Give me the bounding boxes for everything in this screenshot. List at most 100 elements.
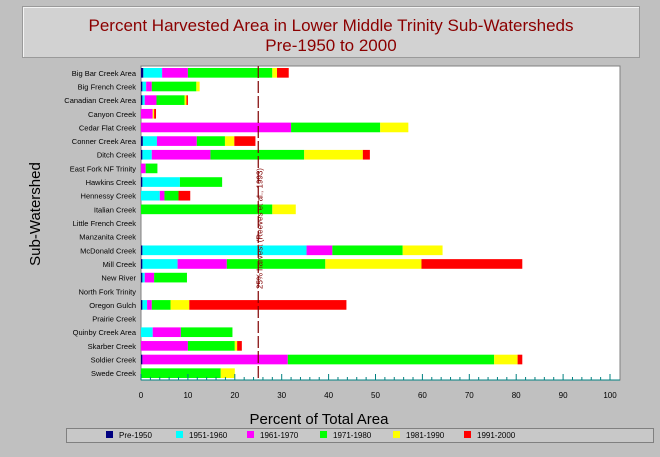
legend-swatch-2 [247, 431, 254, 438]
bar-2-3 [156, 95, 185, 105]
x-tick-label-0: 0 [139, 391, 144, 400]
category-label-11: Little French Creek [73, 219, 137, 228]
bar-21-2 [142, 354, 288, 365]
bar-4-2 [141, 122, 292, 133]
legend-label-3: 1971-1980 [333, 431, 372, 440]
category-label-15: New River [101, 274, 136, 283]
category-label-22: Swede Creek [91, 369, 136, 378]
chart-title: Percent Harvested Area in Lower Middle T… [88, 16, 574, 35]
bar-5-5 [234, 136, 256, 146]
category-label-9: Hennessy Creek [81, 192, 137, 201]
bar-3-4 [152, 108, 155, 119]
bar-7-3 [145, 163, 158, 174]
category-label-17: Oregon Gulch [89, 301, 136, 310]
bar-22-4 [220, 368, 235, 378]
x-tick-label-8: 80 [512, 391, 521, 400]
legend-label-1: 1951-1960 [189, 431, 228, 440]
bar-5-0 [141, 136, 143, 146]
chart-subtitle: Pre-1950 to 2000 [265, 36, 397, 55]
x-axis-title: Percent of Total Area [250, 411, 390, 428]
bar-14-3 [226, 259, 326, 269]
bar-21-4 [494, 354, 518, 365]
bar-8-1 [142, 177, 180, 187]
bar-21-5 [517, 354, 523, 365]
x-tick-label-2: 20 [230, 391, 239, 400]
bar-15-1 [142, 272, 145, 283]
bar-1-4 [196, 81, 200, 92]
bar-19-3 [180, 327, 233, 338]
bar-4-3 [291, 122, 381, 133]
bar-0-0 [141, 68, 144, 78]
category-label-13: McDonald Creek [80, 246, 136, 255]
category-label-19: Quinby Creek Area [73, 328, 137, 337]
bar-1-3 [151, 81, 197, 92]
category-label-1: Big French Creek [78, 82, 137, 91]
legend-swatch-4 [393, 431, 400, 438]
category-label-10: Italian Creek [94, 205, 136, 214]
bar-8-0 [141, 177, 143, 187]
x-tick-label-4: 40 [324, 391, 333, 400]
bar-6-1 [142, 149, 152, 160]
category-label-14: Mill Creek [103, 260, 137, 269]
x-tick-label-6: 60 [418, 391, 427, 400]
bar-13-3 [332, 245, 403, 256]
bar-5-1 [142, 136, 157, 146]
legend-label-4: 1981-1990 [406, 431, 445, 440]
x-tick-label-10: 100 [603, 391, 617, 400]
legend-swatch-0 [106, 431, 113, 438]
bar-3-5 [154, 108, 157, 119]
category-label-0: Big Bar Creek Area [72, 69, 137, 78]
bar-5-4 [224, 136, 235, 146]
bar-2-2 [144, 95, 157, 105]
x-tick-label-9: 90 [559, 391, 568, 400]
bar-6-5 [362, 149, 370, 160]
legend-swatch-3 [320, 431, 327, 438]
bar-9-1 [141, 190, 160, 201]
bar-13-4 [402, 245, 443, 256]
bar-4-4 [380, 122, 409, 133]
bar-9-3 [164, 190, 179, 201]
bar-21-0 [141, 354, 143, 365]
bar-10-3 [141, 204, 273, 215]
y-axis-title: Sub-Watershed [27, 162, 44, 266]
bar-21-3 [287, 354, 495, 365]
category-label-20: Skarber Creek [88, 342, 137, 351]
category-label-8: Hawkins Creek [86, 178, 137, 187]
bar-13-0 [141, 245, 143, 256]
bar-14-0 [141, 259, 143, 269]
bar-17-4 [170, 300, 190, 310]
bar-7-2 [141, 163, 146, 174]
bar-2-0 [141, 95, 143, 105]
bar-22-3 [141, 368, 221, 378]
reference-line-label: 25% harvest (Reeves et al., 1993) [255, 168, 264, 289]
bar-17-3 [151, 300, 171, 310]
category-label-6: Ditch Creek [97, 151, 136, 160]
bar-3-2 [141, 108, 153, 119]
category-label-2: Canadian Creek Area [64, 96, 137, 105]
bar-2-4 [184, 95, 187, 105]
bar-14-1 [142, 259, 178, 269]
x-tick-label-7: 70 [465, 391, 474, 400]
bar-5-3 [196, 136, 225, 146]
bar-17-1 [142, 300, 148, 310]
legend-box [66, 428, 654, 443]
chart-title-box: Percent Harvested Area in Lower Middle T… [22, 6, 640, 58]
bar-19-1 [141, 327, 153, 338]
x-tick-label-3: 30 [277, 391, 286, 400]
bar-15-2 [144, 272, 155, 283]
bar-14-2 [177, 259, 227, 269]
bar-10-4 [272, 204, 296, 215]
category-label-3: Canyon Creek [88, 110, 136, 119]
bar-20-4 [234, 341, 238, 351]
bar-14-4 [325, 259, 422, 269]
bar-9-2 [159, 190, 165, 201]
category-label-4: Cedar Flat Creek [79, 123, 136, 132]
bar-17-5 [189, 300, 347, 310]
bar-1-0 [141, 81, 143, 92]
bar-0-2 [162, 68, 188, 78]
bar-0-1 [143, 68, 163, 78]
bar-14-5 [421, 259, 523, 269]
category-label-16: North Fork Trinity [78, 287, 136, 296]
category-label-12: Manzanita Creek [79, 233, 136, 242]
